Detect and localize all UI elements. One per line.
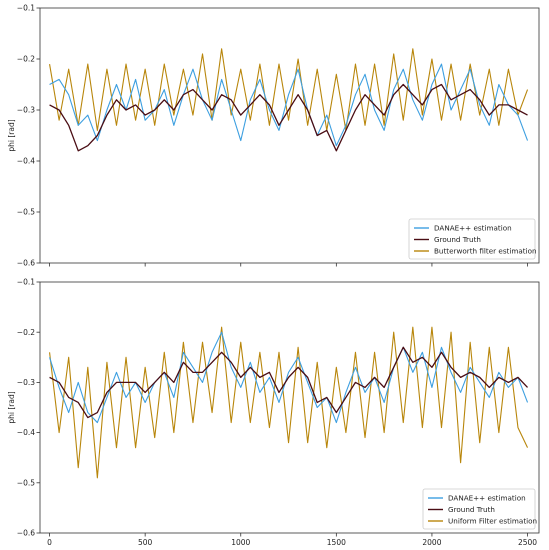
legend-label: Uniform Filter estimation xyxy=(448,517,537,526)
y-axis-label: phi [rad] xyxy=(7,119,16,151)
plot-frame xyxy=(39,281,540,534)
legend-label: Ground Truth xyxy=(434,235,481,244)
y-tick-label: −0.2 xyxy=(17,55,35,64)
bottom-chart-panel: −0.6 −0.5 −0.4 −0.3 −0.2 −0.1 0 500 1000 1500 2000… xyxy=(7,278,540,547)
series-line xyxy=(49,326,529,479)
y-tick-label: −0.6 xyxy=(17,529,35,538)
series-line xyxy=(49,331,529,424)
y-tick-label: −0.5 xyxy=(17,208,35,217)
y-tick-label: −0.2 xyxy=(17,328,35,337)
series-line xyxy=(49,346,529,419)
y-axis-label: phi [rad] xyxy=(7,391,16,423)
y-tick-label: −0.4 xyxy=(17,428,35,437)
plot-frame xyxy=(39,7,540,264)
legend-label: DANAE++ estimation xyxy=(434,224,512,233)
top-chart-panel: −0.6 −0.5 −0.4 −0.3 −0.2 −0.1 phi [rad] DANAE++… xyxy=(7,4,540,268)
y-tick-label: −0.6 xyxy=(17,259,35,268)
legend xyxy=(422,488,536,530)
y-tick-label: −0.4 xyxy=(17,157,35,166)
legend-label: Butterworth filter estimation xyxy=(434,247,537,256)
y-tick-label: −0.1 xyxy=(17,278,35,287)
x-tick-label: 2500 xyxy=(518,538,537,547)
x-tick-label: 1000 xyxy=(231,538,250,547)
series-line xyxy=(49,48,529,131)
x-tick-label: 1500 xyxy=(327,538,346,547)
y-tick-label: −0.3 xyxy=(17,378,35,387)
x-tick-label: 0 xyxy=(47,538,52,547)
legend-label: Ground Truth xyxy=(448,505,495,514)
y-tick-label: −0.5 xyxy=(17,478,35,487)
x-tick-label: 500 xyxy=(138,538,153,547)
series-line xyxy=(49,83,528,152)
legend-label: DANAE++ estimation xyxy=(448,494,526,503)
x-tick-label: 2000 xyxy=(422,538,441,547)
legend xyxy=(408,218,536,260)
y-tick-label: −0.3 xyxy=(17,106,35,115)
y-tick-label: −0.1 xyxy=(17,4,35,13)
